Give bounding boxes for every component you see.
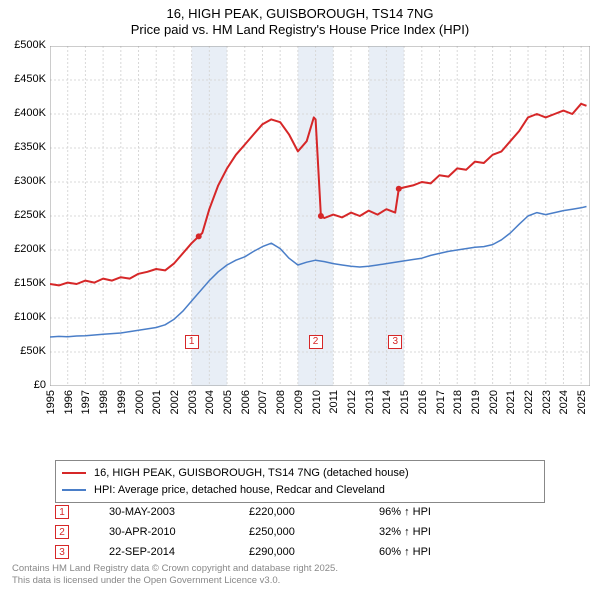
x-tick-label: 2007 (257, 390, 269, 414)
x-tick-label: 1995 (45, 390, 57, 414)
x-tick-label: 2002 (169, 390, 181, 414)
legend-row-1: 16, HIGH PEAK, GUISBOROUGH, TS14 7NG (de… (62, 465, 538, 482)
y-tick-label: £200K (0, 243, 46, 255)
y-tick-label: £50K (0, 345, 46, 357)
legend-label-1: 16, HIGH PEAK, GUISBOROUGH, TS14 7NG (de… (94, 465, 409, 482)
x-tick-label: 2023 (541, 390, 553, 414)
y-tick-label: £500K (0, 39, 46, 51)
legend-row-2: HPI: Average price, detached house, Redc… (62, 482, 538, 499)
chart-container: 16, HIGH PEAK, GUISBOROUGH, TS14 7NG Pri… (0, 0, 600, 590)
x-tick-label: 2003 (187, 390, 199, 414)
y-tick-label: £300K (0, 175, 46, 187)
y-tick-label: £150K (0, 277, 46, 289)
marker-date: 30-APR-2010 (109, 526, 249, 538)
marker-date: 30-MAY-2003 (109, 506, 249, 518)
marker-pct: 60% ↑ HPI (379, 546, 499, 558)
marker-price: £290,000 (249, 546, 379, 558)
x-tick-label: 2015 (399, 390, 411, 414)
marker-pct: 96% ↑ HPI (379, 506, 499, 518)
marker-table-row: 1 30-MAY-2003£220,00096% ↑ HPI (55, 502, 499, 522)
marker-badge: 1 (55, 505, 69, 519)
x-tick-label: 2014 (381, 390, 393, 414)
x-tick-label: 2005 (222, 390, 234, 414)
x-tick-label: 2024 (558, 390, 570, 414)
x-tick-label: 2022 (523, 390, 535, 414)
marker-badge: 2 (55, 525, 69, 539)
chart-area (50, 46, 590, 420)
x-tick-label: 2010 (311, 390, 323, 414)
marker-price: £220,000 (249, 506, 379, 518)
chart-marker-2: 2 (309, 335, 323, 349)
x-tick-label: 2020 (488, 390, 500, 414)
marker-table-row: 2 30-APR-2010£250,00032% ↑ HPI (55, 522, 499, 542)
x-tick-label: 1999 (116, 390, 128, 414)
x-tick-label: 2017 (435, 390, 447, 414)
footer: Contains HM Land Registry data © Crown c… (12, 563, 338, 587)
x-tick-label: 2019 (470, 390, 482, 414)
y-tick-label: £0 (0, 379, 46, 391)
marker-date: 22-SEP-2014 (109, 546, 249, 558)
x-tick-label: 2009 (293, 390, 305, 414)
x-tick-label: 2018 (452, 390, 464, 414)
marker-table-row: 3 22-SEP-2014£290,00060% ↑ HPI (55, 542, 499, 562)
x-tick-label: 1996 (63, 390, 75, 414)
x-tick-label: 2006 (240, 390, 252, 414)
footer-line-1: Contains HM Land Registry data © Crown c… (12, 563, 338, 575)
x-tick-label: 2000 (134, 390, 146, 414)
legend-swatch-1 (62, 472, 86, 474)
x-tick-label: 2013 (364, 390, 376, 414)
chart-marker-3: 3 (388, 335, 402, 349)
x-tick-label: 2016 (417, 390, 429, 414)
x-tick-label: 2021 (505, 390, 517, 414)
legend: 16, HIGH PEAK, GUISBOROUGH, TS14 7NG (de… (55, 460, 545, 503)
y-tick-label: £250K (0, 209, 46, 221)
footer-line-2: This data is licensed under the Open Gov… (12, 575, 338, 587)
y-tick-label: £400K (0, 107, 46, 119)
title-subtitle: Price paid vs. HM Land Registry's House … (0, 22, 600, 38)
legend-swatch-2 (62, 489, 86, 491)
title-block: 16, HIGH PEAK, GUISBOROUGH, TS14 7NG Pri… (0, 0, 600, 39)
marker-badge: 3 (55, 545, 69, 559)
marker-table: 1 30-MAY-2003£220,00096% ↑ HPI 2 30-APR-201… (55, 502, 499, 562)
x-tick-label: 2008 (275, 390, 287, 414)
x-tick-label: 2011 (328, 390, 340, 414)
x-tick-label: 1997 (80, 390, 92, 414)
y-tick-label: £100K (0, 311, 46, 323)
marker-price: £250,000 (249, 526, 379, 538)
chart-marker-1: 1 (185, 335, 199, 349)
x-tick-label: 1998 (98, 390, 110, 414)
x-tick-label: 2001 (151, 390, 163, 414)
x-tick-label: 2012 (346, 390, 358, 414)
y-tick-label: £450K (0, 73, 46, 85)
x-tick-label: 2004 (204, 390, 216, 414)
x-tick-label: 2025 (576, 390, 588, 414)
y-tick-label: £350K (0, 141, 46, 153)
legend-label-2: HPI: Average price, detached house, Redc… (94, 482, 385, 499)
marker-pct: 32% ↑ HPI (379, 526, 499, 538)
title-address: 16, HIGH PEAK, GUISBOROUGH, TS14 7NG (0, 6, 600, 22)
